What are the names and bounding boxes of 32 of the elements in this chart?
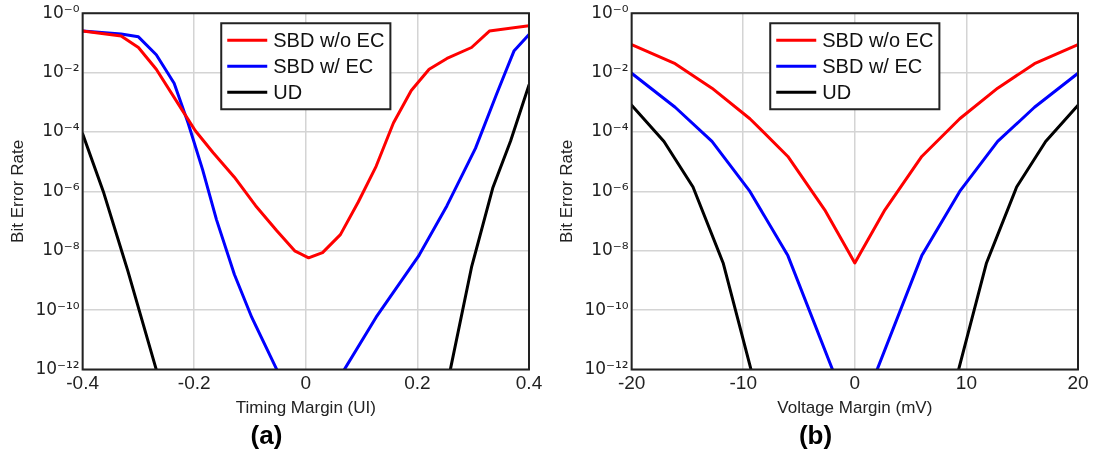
x-axis-title: Voltage Margin (mV)	[777, 398, 933, 418]
x-tick-label: 0	[300, 372, 312, 394]
y-tick-label: 10⁻⁸	[591, 239, 629, 260]
y-tick-label: 10⁻⁰	[591, 1, 629, 22]
y-tick-label: 10⁻⁶	[591, 179, 629, 200]
legend-label: SBD w/ EC	[822, 54, 923, 77]
y-tick-label: 10⁻⁸	[42, 239, 80, 260]
y-tick-label: 10⁻⁰	[42, 1, 80, 22]
legend-label: SBD w/o EC	[273, 28, 385, 51]
x-axis-title: Timing Margin (UI)	[235, 398, 376, 418]
x-tick-label: -10	[729, 372, 757, 394]
y-tick-label: 10⁻¹⁰	[35, 298, 80, 319]
legend-label: UD	[822, 80, 852, 103]
y-tick-label: 10⁻⁴	[42, 120, 80, 141]
x-tick-label: -0.2	[177, 372, 211, 394]
y-tick-label: 10⁻¹⁰	[584, 298, 629, 319]
y-tick-label: 10⁻²	[42, 61, 80, 82]
y-axis-title: Bit Error Rate	[7, 139, 27, 243]
text: (a)	[250, 419, 283, 450]
y-tick-label: 10⁻⁴	[591, 120, 629, 141]
y-axis-title: Bit Error Rate	[556, 139, 576, 243]
x-tick-label: 0	[849, 372, 861, 394]
legend-label: SBD w/o EC	[822, 28, 934, 51]
text: (b)	[798, 419, 833, 450]
legend-label: UD	[273, 80, 303, 103]
legend-label: SBD w/ EC	[273, 54, 374, 77]
x-tick-label: 10	[955, 372, 977, 394]
y-tick-label: 10⁻²	[591, 61, 629, 82]
y-tick-label: 10⁻⁶	[42, 179, 80, 200]
x-tick-label: 0.2	[404, 372, 431, 394]
x-tick-label: 20	[1067, 372, 1089, 394]
x-tick-label: 0.4	[515, 372, 543, 394]
